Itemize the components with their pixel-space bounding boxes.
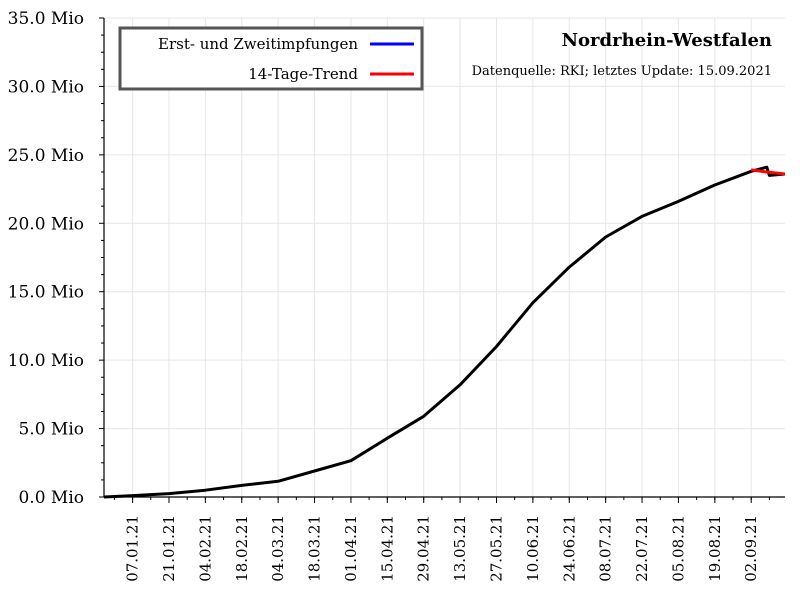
x-tick-label: 19.08.21 [706,515,724,582]
x-tick-label: 04.03.21 [269,515,287,582]
series-layer [103,165,786,499]
legend-label-series-1: Erst- und Zweitimpfungen [158,35,358,53]
chart-subtitle: Datenquelle: RKI; letztes Update: 15.09.… [472,64,772,79]
y-tick-label: 35.0 Mio [8,9,84,29]
y-tick-label: 5.0 Mio [18,420,84,440]
legend-label-series-2: 14-Tage-Trend [248,65,358,83]
x-tick-label: 21.01.21 [160,515,178,582]
x-tick-label: 08.07.21 [597,515,615,582]
chart-title: Nordrhein-Westfalen [562,30,772,51]
x-tick-label: 18.02.21 [233,515,251,582]
y-tick-label: 10.0 Mio [8,351,84,371]
x-tick-label: 05.08.21 [669,515,687,582]
x-tick-label: 24.06.21 [560,515,578,582]
x-tick-label: 29.04.21 [415,515,433,582]
x-tick-label: 04.02.21 [196,515,214,582]
y-tick-label: 15.0 Mio [8,283,84,303]
y-tick-label: 25.0 Mio [8,146,84,166]
x-tick-label: 01.04.21 [342,515,360,582]
series-line-1 [103,165,786,499]
y-ticks: 0.0 Mio 5.0 Mio 10.0 Mio 15.0 Mio 20.0 Mio 25… [8,9,104,508]
legend-box [118,26,424,91]
x-tick-label: 07.01.21 [124,515,142,582]
y-tick-label: 0.0 Mio [18,488,84,508]
x-tick-label: 10.06.21 [524,515,542,582]
x-tick-label: 18.03.21 [306,515,324,582]
series-line-2 [750,168,786,176]
y-tick-label: 30.0 Mio [8,77,84,97]
x-tick-label: 13.05.21 [451,515,469,582]
legend: Erst- und Zweitimpfungen 14-Tage-Trend [118,26,424,91]
y-tick-label: 20.0 Mio [8,214,84,234]
x-tick-label: 27.05.21 [487,515,505,582]
x-tick-label: 15.04.21 [378,515,396,582]
x-tick-label: 02.09.21 [742,515,760,582]
x-tick-label: 22.07.21 [633,515,651,582]
x-ticks: 07.01.21 21.01.21 04.02.21 18.02.21 04.03.21… [113,497,770,582]
